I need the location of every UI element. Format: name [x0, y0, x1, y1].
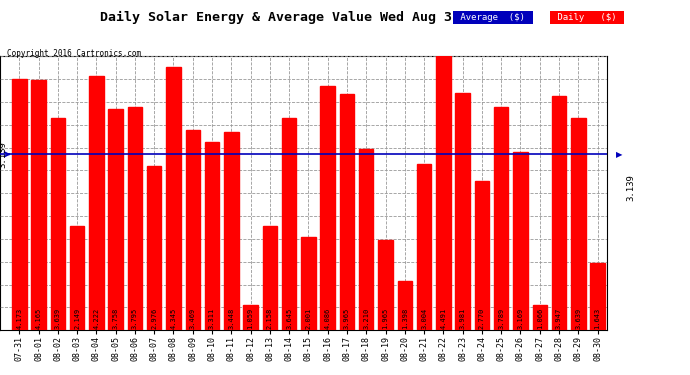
Text: 3.947: 3.947	[556, 307, 562, 328]
Text: 3.139: 3.139	[0, 141, 8, 168]
Text: 3.448: 3.448	[228, 307, 235, 328]
Text: 4.491: 4.491	[440, 307, 446, 328]
Text: 4.165: 4.165	[36, 307, 41, 328]
Text: 4.222: 4.222	[93, 307, 99, 328]
Bar	[224, 132, 239, 375]
Text: 4.345: 4.345	[170, 307, 177, 328]
Text: 3.795: 3.795	[132, 307, 138, 328]
Bar	[128, 107, 142, 375]
Text: 2.770: 2.770	[479, 307, 485, 328]
Bar	[378, 240, 393, 375]
Text: 3.169: 3.169	[518, 307, 524, 328]
Text: 3.139: 3.139	[627, 174, 636, 201]
Text: 2.976: 2.976	[151, 307, 157, 328]
Bar	[494, 107, 509, 375]
Text: Average  ($): Average ($)	[455, 13, 531, 22]
Bar	[244, 305, 258, 375]
Bar	[552, 96, 566, 375]
Text: 1.965: 1.965	[382, 307, 388, 328]
Bar	[591, 263, 605, 375]
Bar	[205, 142, 219, 375]
Bar	[282, 118, 297, 375]
Bar	[12, 79, 26, 375]
Bar	[50, 118, 65, 375]
Bar	[31, 80, 46, 375]
Bar	[166, 67, 181, 375]
Bar	[417, 164, 431, 375]
Bar	[89, 76, 104, 375]
Text: 1.643: 1.643	[595, 307, 600, 328]
Bar	[513, 152, 528, 375]
Text: 4.086: 4.086	[325, 307, 331, 328]
Text: 3.004: 3.004	[421, 307, 427, 328]
Bar	[302, 237, 315, 375]
Text: 3.639: 3.639	[575, 307, 581, 328]
Text: 2.001: 2.001	[306, 307, 311, 328]
Bar	[533, 305, 547, 375]
Text: 3.210: 3.210	[363, 307, 369, 328]
Text: 3.789: 3.789	[498, 307, 504, 328]
Bar	[455, 93, 470, 375]
Bar	[263, 226, 277, 375]
Text: 3.645: 3.645	[286, 307, 292, 328]
Bar	[108, 110, 123, 375]
Bar	[186, 130, 200, 375]
Bar	[436, 56, 451, 375]
Text: Copyright 2016 Cartronics.com: Copyright 2016 Cartronics.com	[7, 49, 141, 58]
Text: 3.639: 3.639	[55, 307, 61, 328]
Text: 1.059: 1.059	[248, 307, 254, 328]
Text: 1.066: 1.066	[537, 307, 543, 328]
Text: 3.469: 3.469	[190, 307, 196, 328]
Bar	[147, 166, 161, 375]
Bar	[70, 226, 84, 375]
Text: Daily   ($): Daily ($)	[552, 13, 622, 22]
Bar	[475, 181, 489, 375]
Text: ▶: ▶	[615, 150, 622, 159]
Bar	[339, 94, 354, 375]
Bar	[359, 149, 373, 375]
Bar	[397, 281, 412, 375]
Text: 3.311: 3.311	[209, 307, 215, 328]
Bar	[571, 118, 586, 375]
Text: 1.398: 1.398	[402, 307, 408, 328]
Text: 3.981: 3.981	[460, 307, 466, 328]
Text: 3.758: 3.758	[112, 307, 119, 328]
Text: 2.158: 2.158	[267, 307, 273, 328]
Text: 4.173: 4.173	[17, 307, 22, 328]
Bar	[320, 86, 335, 375]
Text: 2.149: 2.149	[74, 307, 80, 328]
Text: 3.965: 3.965	[344, 307, 350, 328]
Text: Daily Solar Energy & Average Value Wed Aug 31 19:28: Daily Solar Energy & Average Value Wed A…	[99, 11, 508, 24]
